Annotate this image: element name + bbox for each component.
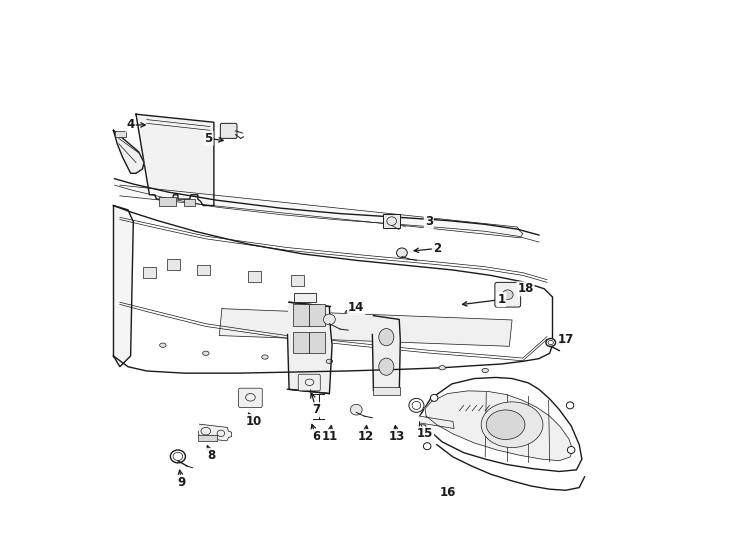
Bar xyxy=(159,198,175,206)
Ellipse shape xyxy=(203,351,209,355)
Text: 17: 17 xyxy=(558,333,574,346)
Ellipse shape xyxy=(262,355,268,359)
Polygon shape xyxy=(372,316,400,395)
Text: 7: 7 xyxy=(312,403,320,416)
Text: 16: 16 xyxy=(440,487,456,500)
Text: 10: 10 xyxy=(246,415,262,428)
Text: 15: 15 xyxy=(417,427,433,440)
Bar xyxy=(383,214,400,228)
Text: 3: 3 xyxy=(425,215,433,228)
Text: 8: 8 xyxy=(207,449,215,462)
Text: 4: 4 xyxy=(126,118,135,131)
Ellipse shape xyxy=(379,358,394,375)
Ellipse shape xyxy=(439,366,446,370)
Polygon shape xyxy=(420,377,582,471)
Ellipse shape xyxy=(159,343,166,347)
Polygon shape xyxy=(425,391,573,461)
Text: 2: 2 xyxy=(433,242,441,255)
Bar xyxy=(197,265,210,275)
Ellipse shape xyxy=(482,368,488,373)
Polygon shape xyxy=(114,206,553,373)
Ellipse shape xyxy=(430,394,438,401)
Ellipse shape xyxy=(546,339,556,347)
Bar xyxy=(309,332,325,353)
Polygon shape xyxy=(136,114,214,206)
Text: 13: 13 xyxy=(388,430,404,443)
Text: 9: 9 xyxy=(178,476,186,489)
Text: 14: 14 xyxy=(348,301,365,314)
Bar xyxy=(291,275,304,286)
Bar xyxy=(294,293,316,302)
Ellipse shape xyxy=(379,328,394,346)
Ellipse shape xyxy=(482,402,543,448)
Text: 18: 18 xyxy=(517,282,534,295)
Ellipse shape xyxy=(502,290,513,300)
FancyBboxPatch shape xyxy=(495,282,520,307)
Ellipse shape xyxy=(350,404,362,415)
Text: 12: 12 xyxy=(357,430,374,443)
Bar xyxy=(248,271,261,282)
Bar xyxy=(143,267,156,278)
Ellipse shape xyxy=(396,248,407,258)
Bar xyxy=(293,304,309,326)
Bar xyxy=(197,435,217,441)
Ellipse shape xyxy=(170,450,186,463)
Ellipse shape xyxy=(567,447,575,454)
Ellipse shape xyxy=(326,359,333,363)
Text: 11: 11 xyxy=(321,430,338,443)
Polygon shape xyxy=(219,309,512,346)
Polygon shape xyxy=(114,130,144,173)
Ellipse shape xyxy=(486,410,525,440)
Ellipse shape xyxy=(424,443,431,450)
Bar xyxy=(309,304,325,326)
Polygon shape xyxy=(114,206,134,367)
Bar xyxy=(115,131,126,137)
Bar xyxy=(374,387,400,395)
FancyBboxPatch shape xyxy=(239,388,262,408)
Text: 5: 5 xyxy=(204,132,213,145)
Bar xyxy=(167,259,180,270)
Text: 6: 6 xyxy=(312,430,320,443)
Bar xyxy=(293,332,309,353)
Ellipse shape xyxy=(385,363,392,367)
Ellipse shape xyxy=(324,314,335,325)
Polygon shape xyxy=(120,185,523,238)
Bar xyxy=(184,199,195,206)
Text: 1: 1 xyxy=(497,293,506,306)
FancyBboxPatch shape xyxy=(220,123,237,138)
Ellipse shape xyxy=(567,402,574,409)
Ellipse shape xyxy=(409,399,424,413)
FancyBboxPatch shape xyxy=(298,374,320,391)
Polygon shape xyxy=(198,424,232,441)
Polygon shape xyxy=(288,302,332,394)
Polygon shape xyxy=(420,416,454,428)
